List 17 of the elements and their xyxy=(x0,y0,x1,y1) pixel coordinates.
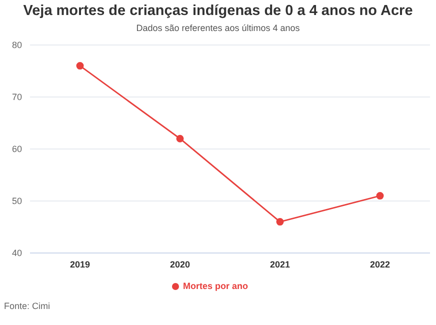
point xyxy=(376,192,384,200)
y-tick-label: 70 xyxy=(12,92,22,102)
y-tick-label: 50 xyxy=(12,196,22,206)
point xyxy=(176,134,184,142)
x-tick-label: 2022 xyxy=(370,259,390,270)
x-tick-label: 2019 xyxy=(70,259,90,270)
y-tick-label: 60 xyxy=(12,144,22,154)
legend-label: Mortes por ano xyxy=(182,281,248,291)
y-tick-label: 40 xyxy=(12,248,22,258)
point xyxy=(76,62,84,70)
x-tick-label: 2020 xyxy=(170,259,190,270)
source-note: Fonte: Cimi xyxy=(4,301,52,311)
y-tick-label: 80 xyxy=(12,40,22,50)
chart-title: Veja mortes de crianças indígenas de 0 a 4 anos no Acre xyxy=(22,3,414,19)
chart-subtitle: Dados são referentes aos últimos 4 anos xyxy=(135,23,301,33)
x-tick-label: 2021 xyxy=(270,259,290,270)
point xyxy=(276,218,284,226)
